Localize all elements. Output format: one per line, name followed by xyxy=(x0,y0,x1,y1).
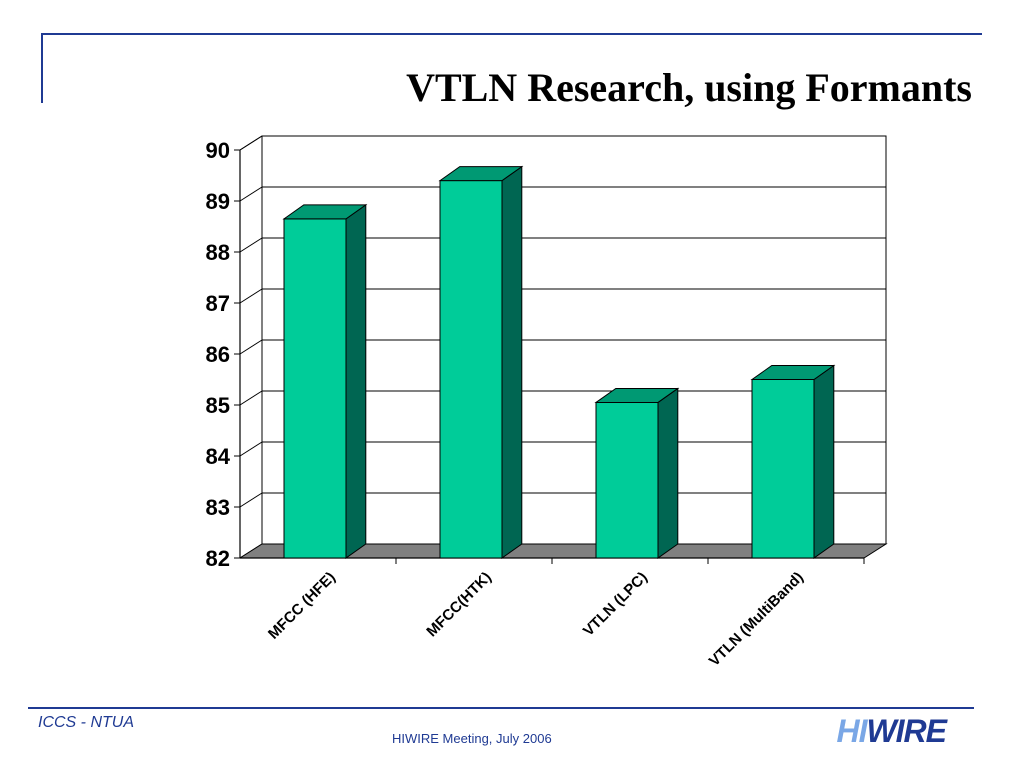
slide-title: VTLN Research, using Formants xyxy=(406,65,972,110)
bar-front xyxy=(439,180,503,559)
side-wall-gridline xyxy=(239,288,263,304)
frame-top-line xyxy=(42,33,982,35)
x-category-label: MFCC(HTK) xyxy=(423,569,495,641)
y-tick-label: 82 xyxy=(206,546,230,571)
bar-1 xyxy=(282,203,368,559)
footer-line xyxy=(28,707,974,709)
bar-side xyxy=(813,364,835,559)
bar-front xyxy=(595,401,659,559)
bar-2 xyxy=(438,165,524,559)
bar-front xyxy=(751,379,815,559)
bar-top xyxy=(750,365,836,380)
y-tick-label: 90 xyxy=(206,138,230,163)
y-tick-label: 87 xyxy=(206,291,230,316)
bar-3 xyxy=(594,387,680,559)
side-wall-top-edge xyxy=(239,135,263,151)
footer-meeting: HIWIRE Meeting, July 2006 xyxy=(392,731,552,746)
x-category-label: MFCC (HFE) xyxy=(265,569,339,643)
side-wall-gridline xyxy=(239,492,263,508)
side-wall-gridline xyxy=(239,237,263,253)
side-wall-gridline xyxy=(239,339,263,355)
side-wall-gridline xyxy=(239,390,263,406)
bar-side xyxy=(501,165,523,559)
bar-side xyxy=(345,203,367,559)
footer-org: ICCS - NTUA xyxy=(38,714,134,731)
y-tick-label: 85 xyxy=(206,393,230,418)
y-tick-label: 86 xyxy=(206,342,230,367)
x-category-label: VTLN (MultiBand) xyxy=(706,569,807,670)
frame-left-line xyxy=(41,33,43,103)
y-tick-label: 84 xyxy=(206,444,231,469)
bar-side xyxy=(657,387,679,559)
y-tick-label: 89 xyxy=(206,189,230,214)
bar-top xyxy=(594,387,680,403)
side-wall-gridline xyxy=(239,186,263,202)
bar-top xyxy=(438,166,524,182)
bar-4 xyxy=(750,364,836,559)
brand-hi: HI xyxy=(836,713,867,749)
x-category-label: VTLN (LPC) xyxy=(580,569,651,640)
bar-top xyxy=(282,204,368,220)
brand-logo: HIWIRE xyxy=(836,713,947,750)
bar-front xyxy=(283,218,347,559)
brand-wire: WIRE xyxy=(866,713,947,749)
y-tick-label: 88 xyxy=(206,240,230,265)
y-tick-label: 83 xyxy=(206,495,230,520)
side-wall-gridline xyxy=(239,441,263,457)
